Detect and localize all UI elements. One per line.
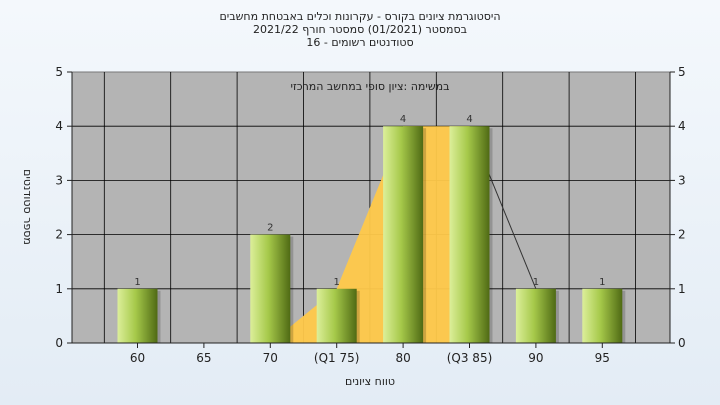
bar-value-label-6: 1 <box>533 277 539 288</box>
y-tick-label-left-5: 5 <box>55 65 63 79</box>
y-tick-label-left-2: 2 <box>55 228 63 242</box>
x-tick-label-4: 80 <box>395 351 410 365</box>
x-axis-title: טווח ציונים <box>345 375 395 388</box>
bar-value-labels: 1 2 1 4 4 1 1 <box>134 114 605 288</box>
bar-5 <box>449 126 490 343</box>
bars <box>117 126 626 343</box>
chart-title-line-2: בסמסטר (01/2021) סמסטר חורף 2021/22 <box>253 23 467 36</box>
chart-annotation: במשימה :ציון סופי במחשב המרכזי <box>290 80 449 93</box>
x-tick-label-3: (Q1 75) <box>314 351 360 365</box>
bar-7 <box>582 288 623 343</box>
bar-value-label-5: 4 <box>466 114 472 125</box>
x-tick-label-0: 60 <box>130 351 145 365</box>
y-tick-label-left-0: 0 <box>55 336 63 350</box>
x-tick-label-5: (Q3 85) <box>447 351 493 365</box>
y-axis-title: מספר סטודנטים <box>21 169 34 245</box>
bar-4 <box>383 126 424 343</box>
y-ticks-right: 0 1 2 3 4 5 <box>670 65 686 350</box>
bar-value-label-2: 2 <box>267 223 273 234</box>
y-tick-label-left-3: 3 <box>55 173 63 187</box>
y-tick-label-right-5: 5 <box>678 65 686 79</box>
y-ticks-left: 0 1 2 3 4 5 <box>55 65 72 350</box>
y-tick-label-right-0: 0 <box>678 336 686 350</box>
y-tick-label-right-2: 2 <box>678 228 686 242</box>
x-tick-label-1: 65 <box>196 351 211 365</box>
chart-title-line-3: סטודנטים רשומים - 16 <box>306 36 413 49</box>
bar-value-label-3: 1 <box>334 277 340 288</box>
x-ticks: 60 65 70 (Q1 75) 80 (Q3 85) 90 95 <box>130 343 610 365</box>
bar-value-label-4: 4 <box>400 114 406 125</box>
bar-3 <box>316 288 357 343</box>
x-tick-label-2: 70 <box>263 351 278 365</box>
y-tick-label-left-1: 1 <box>55 282 63 296</box>
bar-value-label-0: 1 <box>134 277 140 288</box>
y-tick-label-right-1: 1 <box>678 282 686 296</box>
chart-title-line-1: היסטוגרמת ציונים בקורס - עקרונות וכלים ב… <box>220 10 501 23</box>
bar-0 <box>117 288 158 343</box>
bar-2 <box>250 234 291 343</box>
bar-value-label-7: 1 <box>599 277 605 288</box>
y-tick-label-right-4: 4 <box>678 119 686 133</box>
y-tick-label-right-3: 3 <box>678 173 686 187</box>
x-tick-label-6: 90 <box>528 351 543 365</box>
x-tick-label-7: 95 <box>595 351 610 365</box>
y-tick-label-left-4: 4 <box>55 119 63 133</box>
bar-6 <box>515 288 556 343</box>
